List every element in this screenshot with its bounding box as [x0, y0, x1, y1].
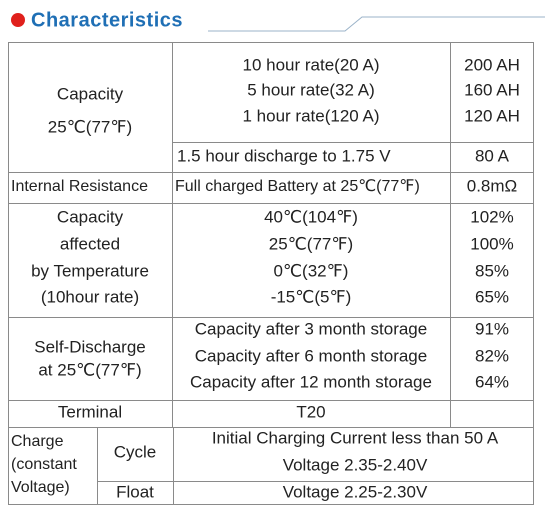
section-title: Characteristics	[31, 9, 183, 31]
condition: 1 hour rate(120 A)	[242, 106, 379, 125]
sub-label: Float	[116, 482, 154, 501]
row-label: Capacity	[57, 84, 124, 103]
condition: Capacity after 12 month storage	[190, 372, 432, 391]
condition: 0℃(32℉)	[274, 261, 349, 280]
value: 85%	[475, 261, 509, 280]
condition: 40℃(104℉)	[264, 207, 358, 226]
row-label: Charge	[11, 433, 64, 450]
row-label: Terminal	[58, 402, 122, 421]
row-label: Capacity	[57, 207, 124, 226]
value: 0.8mΩ	[467, 176, 518, 195]
condition: 5 hour rate(32 A)	[247, 80, 375, 99]
condition: 10 hour rate(20 A)	[242, 55, 379, 74]
value: 82%	[475, 346, 509, 365]
row-label: (constant	[11, 456, 77, 473]
bullet	[11, 13, 25, 27]
condition: 1.5 hour discharge to 1.75 V	[177, 146, 391, 165]
value: 200 AH	[464, 55, 520, 74]
value: 160 AH	[464, 80, 520, 99]
row-label: by Temperature	[31, 261, 149, 280]
value: 80 A	[475, 146, 510, 165]
value: 64%	[475, 372, 509, 391]
row-label: at 25℃(77℉)	[38, 360, 141, 379]
table-grid	[8, 42, 534, 505]
value: 100%	[470, 234, 513, 253]
row-label: affected	[60, 234, 120, 253]
condition: Full charged Battery at 25℃(77℉)	[175, 178, 420, 195]
value: T20	[296, 402, 325, 421]
value: Initial Charging Current less than 50 A	[212, 428, 499, 447]
value: Voltage 2.25-2.30V	[283, 482, 428, 501]
row-label: Self-Discharge	[34, 337, 146, 356]
header-rule	[208, 16, 545, 32]
value: 120 AH	[464, 106, 520, 125]
condition: Capacity after 3 month storage	[195, 319, 427, 338]
condition: 25℃(77℉)	[269, 234, 353, 253]
value: Voltage 2.35-2.40V	[283, 455, 428, 474]
row-label: Voltage)	[11, 479, 70, 496]
row-label: 25℃(77℉)	[48, 117, 132, 136]
row-label: Internal Resistance	[11, 178, 148, 195]
value: 102%	[470, 207, 513, 226]
sub-label: Cycle	[114, 442, 157, 461]
condition: Capacity after 6 month storage	[195, 346, 427, 365]
value: 91%	[475, 319, 509, 338]
row-label: (10hour rate)	[41, 287, 139, 306]
condition: -15℃(5℉)	[271, 287, 352, 306]
value: 65%	[475, 287, 509, 306]
